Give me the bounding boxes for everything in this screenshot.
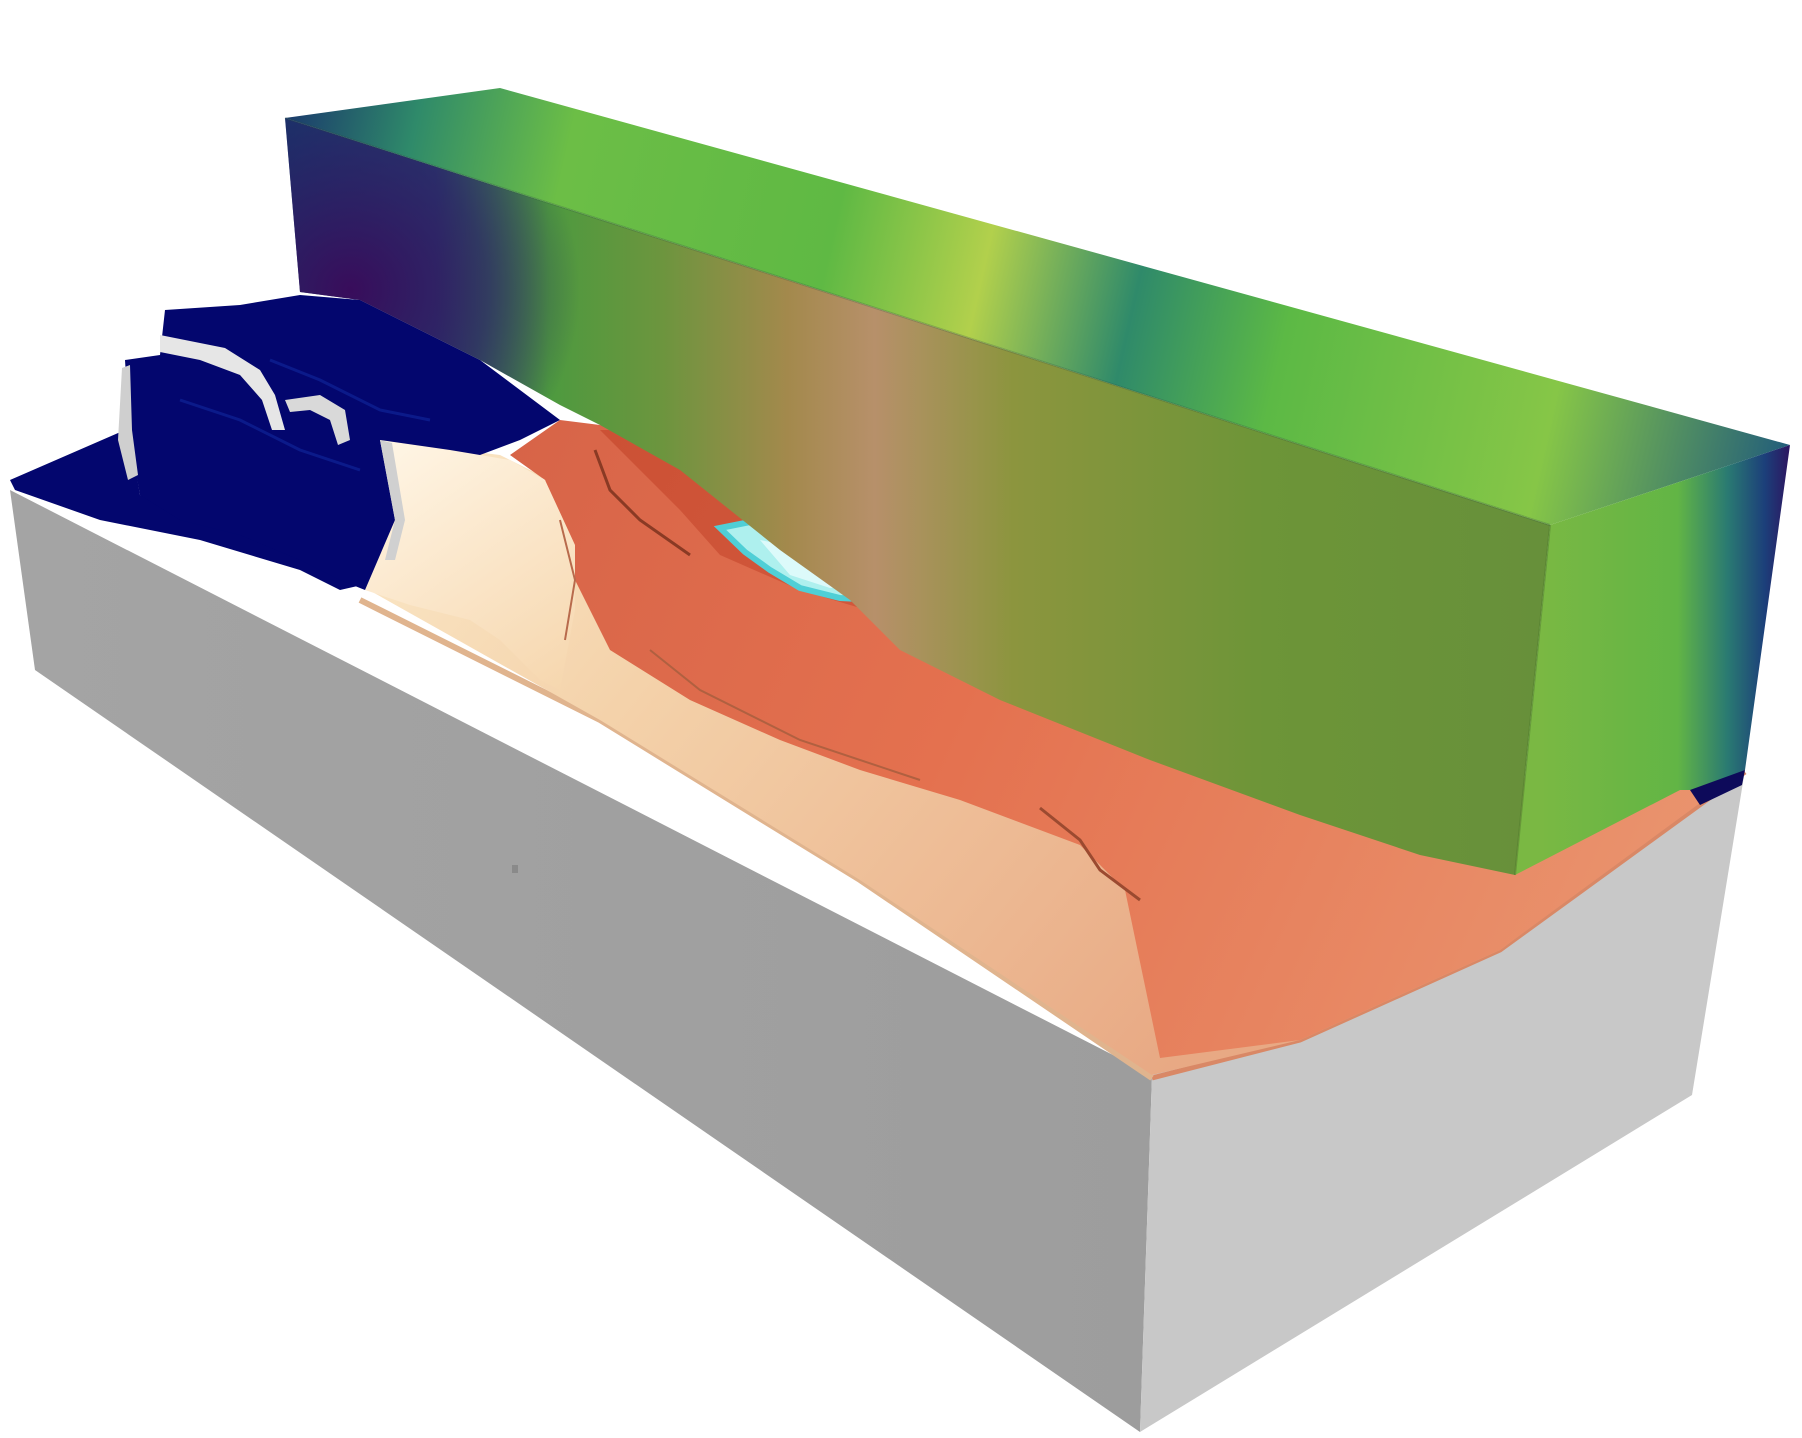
field-end-face	[1515, 445, 1790, 875]
field-edge-top-front	[284, 117, 1551, 526]
blue-ridge-1	[179, 398, 361, 472]
field-volume-box	[284, 88, 1790, 876]
blue-ridge-2	[269, 358, 431, 422]
base-front-face	[10, 490, 1152, 1432]
base-right-face	[1140, 770, 1745, 1432]
left-blue-terrain	[10, 295, 560, 590]
field-end-corner	[1690, 770, 1745, 805]
field-top-face	[285, 88, 1790, 525]
base-artifact	[512, 865, 518, 873]
terrain-crease-1	[593, 449, 691, 557]
white-cliff-4	[380, 440, 405, 560]
terrain-crease-3	[559, 519, 577, 641]
terrain-crease-2	[1039, 806, 1141, 902]
white-cliff-1	[160, 335, 285, 430]
field-front-shadow	[285, 118, 600, 425]
terrain-crease-4	[649, 649, 921, 781]
field-edge-vertical	[1514, 524, 1551, 876]
terrain-cream-layer	[365, 440, 575, 690]
base-block	[10, 490, 1747, 1432]
white-cliff-3	[118, 365, 138, 480]
field-front-face	[285, 118, 1550, 875]
white-cliff-2	[285, 395, 350, 445]
